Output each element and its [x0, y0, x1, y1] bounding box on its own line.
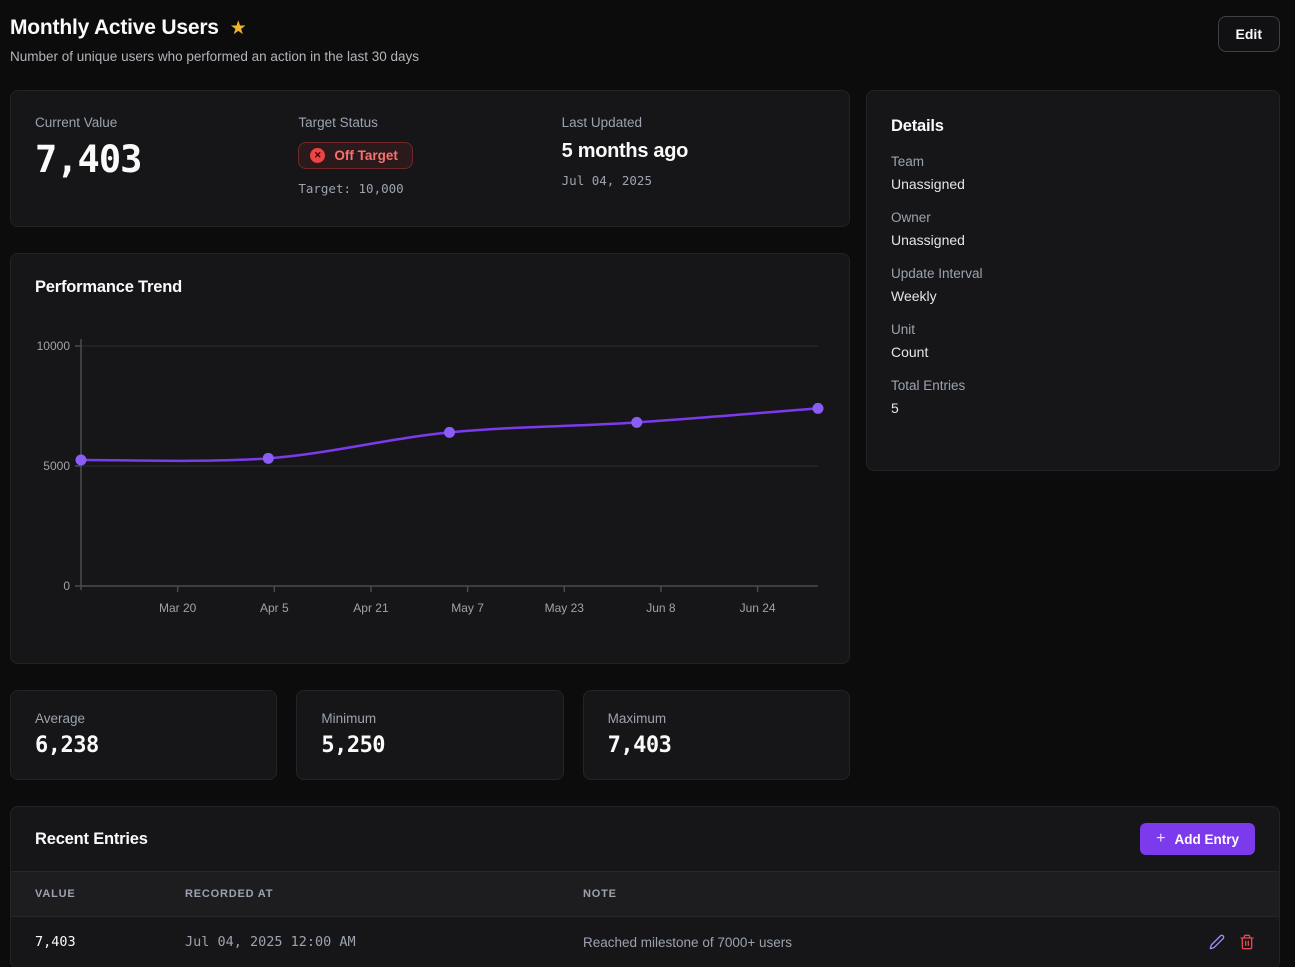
- x-circle-icon: ✕: [310, 148, 326, 163]
- x-tick-label: Jun 8: [646, 601, 676, 615]
- data-point[interactable]: [444, 426, 455, 438]
- last-updated-relative: 5 months ago: [561, 140, 689, 162]
- column-recorded-at: RECORDED AT: [185, 888, 274, 900]
- minimum-value: 5,250: [321, 733, 386, 758]
- column-note: NOTE: [583, 888, 617, 900]
- total-entries-value: 5: [891, 400, 899, 416]
- total-entries-label: Total Entries: [891, 378, 966, 393]
- maximum-label: Maximum: [607, 711, 667, 726]
- title-block: Monthly Active Users ★ Number of unique …: [10, 16, 419, 64]
- current-value-block: Current Value 7,403: [35, 115, 298, 202]
- entry-note: Reached milestone of 7000+ users: [559, 916, 1169, 967]
- minimum-stat-card: Minimum 5,250: [296, 690, 564, 780]
- page-header: Monthly Active Users ★ Number of unique …: [0, 0, 1295, 64]
- entry-value: 7,403: [11, 916, 161, 967]
- target-value: Target: 10,000: [298, 181, 404, 196]
- x-tick-label: Mar 20: [159, 601, 197, 615]
- pencil-icon: [1209, 934, 1225, 950]
- detail-total-entries: Total Entries 5: [891, 378, 1255, 416]
- chart-title: Performance Trend: [35, 278, 182, 296]
- details-card: Details Team Unassigned Owner Unassigned…: [866, 90, 1280, 471]
- x-tick-label: Apr 21: [353, 601, 389, 615]
- edit-entry-button[interactable]: [1209, 934, 1225, 950]
- delete-entry-button[interactable]: [1239, 934, 1255, 950]
- average-value: 6,238: [35, 733, 99, 758]
- data-point[interactable]: [75, 454, 87, 466]
- recent-entries-title: Recent Entries: [35, 829, 148, 848]
- summary-stats-row: Average 6,238 Minimum 5,250 Maximum 7,40…: [10, 690, 850, 780]
- data-point[interactable]: [812, 402, 824, 414]
- data-point[interactable]: [262, 452, 274, 464]
- average-stat-card: Average 6,238: [10, 690, 278, 780]
- current-value-label: Current Value: [35, 115, 118, 130]
- update-interval-label: Update Interval: [891, 266, 983, 281]
- detail-team: Team Unassigned: [891, 154, 1255, 192]
- data-point[interactable]: [631, 416, 643, 428]
- favorite-star-icon[interactable]: ★: [229, 17, 247, 39]
- page-title: Monthly Active Users: [10, 16, 219, 39]
- details-title: Details: [891, 117, 944, 135]
- main-content: Current Value 7,403 Target Status ✕ Off …: [0, 64, 1295, 780]
- entries-table-header: VALUE RECORDED AT NOTE: [11, 871, 1279, 917]
- page-subtitle: Number of unique users who performed an …: [10, 49, 419, 64]
- detail-update-interval: Update Interval Weekly: [891, 266, 1255, 304]
- edit-button[interactable]: Edit: [1217, 16, 1280, 52]
- update-interval-value: Weekly: [891, 288, 937, 304]
- y-tick-label: 0: [63, 579, 70, 593]
- performance-trend-chart: 0 5000 10000 Mar 20 Apr 5 Apr 21 May 7 May 23 Ju…: [37, 339, 824, 615]
- detail-owner: Owner Unassigned: [891, 210, 1255, 248]
- add-entry-label: Add Entry: [1174, 831, 1239, 847]
- table-row: 7,403 Jul 04, 2025 12:00 AM Reached mile…: [11, 916, 1279, 967]
- average-label: Average: [35, 711, 86, 726]
- current-value: 7,403: [35, 138, 142, 181]
- owner-value: Unassigned: [891, 232, 965, 248]
- x-tick-label: Apr 5: [260, 601, 289, 615]
- column-value: VALUE: [35, 888, 76, 900]
- maximum-value: 7,403: [607, 733, 672, 758]
- overview-card: Current Value 7,403 Target Status ✕ Off …: [10, 90, 850, 227]
- owner-label: Owner: [891, 210, 931, 225]
- y-tick-label: 5000: [43, 459, 70, 473]
- last-updated-block: Last Updated 5 months ago Jul 04, 2025: [562, 115, 825, 202]
- target-status-block: Target Status ✕ Off Target Target: 10,00…: [298, 115, 561, 202]
- minimum-label: Minimum: [321, 711, 377, 726]
- left-column: Current Value 7,403 Target Status ✕ Off …: [10, 90, 850, 780]
- last-updated-date: Jul 04, 2025: [561, 173, 652, 188]
- x-tick-label: May 23: [545, 601, 585, 615]
- performance-trend-card: Performance Trend 0 5000 10000 Mar 20 Apr 5 A…: [10, 253, 850, 664]
- entries-table: VALUE RECORDED AT NOTE 7,403 Jul 04, 202…: [11, 871, 1279, 967]
- column-actions: [1169, 872, 1279, 917]
- target-status-label: Target Status: [298, 115, 378, 130]
- status-badge: ✕ Off Target: [298, 142, 413, 169]
- plus-icon: +: [1156, 830, 1166, 847]
- add-entry-button[interactable]: + Add Entry: [1140, 823, 1255, 855]
- maximum-stat-card: Maximum 7,403: [582, 690, 850, 780]
- detail-unit: Unit Count: [891, 322, 1255, 360]
- team-label: Team: [891, 154, 925, 169]
- unit-value: Count: [891, 344, 929, 360]
- status-badge-text: Off Target: [334, 148, 398, 163]
- entry-recorded-at: Jul 04, 2025 12:00 AM: [161, 916, 559, 967]
- trash-icon: [1240, 934, 1254, 950]
- y-tick-label: 10000: [37, 339, 71, 353]
- unit-label: Unit: [891, 322, 916, 337]
- team-value: Unassigned: [891, 176, 965, 192]
- x-tick-label: May 7: [451, 601, 484, 615]
- recent-entries-card: Recent Entries + Add Entry VALUE RECORDE…: [10, 806, 1280, 967]
- x-tick-label: Jun 24: [740, 601, 776, 615]
- last-updated-label: Last Updated: [561, 115, 642, 130]
